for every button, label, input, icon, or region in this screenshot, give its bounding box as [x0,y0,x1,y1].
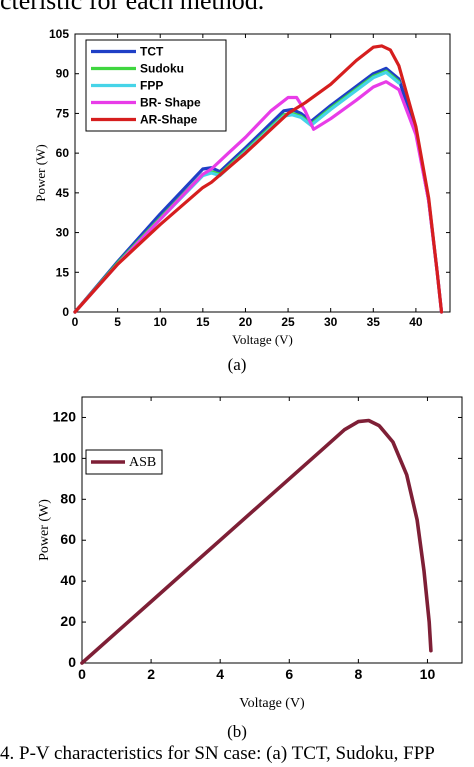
y-tick-label: 0 [68,654,76,670]
y-tick-label: 30 [56,226,70,240]
series-line-br-shape [73,80,444,314]
x-tick-label: 10 [154,315,168,329]
y-tick-label: 120 [53,408,77,424]
x-tick-label: 35 [367,315,381,329]
legend-label: FPP [140,79,163,93]
subfigure-label-b: (b) [227,722,247,741]
legend-label: ASB [129,455,156,470]
chart-a: 0 5 10 15 20 25 30 35 40 0 15 30 45 60 75 90 105 Voltage … [33,27,451,347]
y-tick-label: 100 [53,449,77,465]
x-tick-label: 40 [409,315,423,329]
series-line-ar-shape [73,44,444,314]
y-tick-label: 40 [60,572,76,588]
y-tick-label: 0 [62,305,69,319]
y-tick-label: 90 [56,67,70,81]
legend-label: Sudoku [140,62,184,76]
plot-frame [81,396,463,664]
x-tick-label: 8 [354,666,362,682]
x-tick-label: 25 [281,315,295,329]
x-axis-title: Voltage (V) [239,696,305,711]
x-tick-label: 10 [420,666,436,682]
caption-top-fragment: cteristic for each method. [0,0,265,15]
y-tick-label: 75 [56,106,70,120]
x-tick-label: 0 [72,315,79,329]
y-tick-label: 20 [60,613,76,629]
y-tick-label: 60 [56,146,70,160]
x-tick-label: 5 [114,315,121,329]
legend-label: AR-Shape [140,113,198,127]
y-tick-label: 80 [60,490,76,506]
x-axis-title: Voltage (V) [232,332,293,347]
y-tick-label: 60 [60,531,76,547]
legend-label: TCT [140,45,164,59]
y-axis-title: Power (W) [37,499,52,561]
x-tick-label: 15 [196,315,210,329]
figure-caption: 4. P-V characteristics for SN case: (a) … [0,743,435,764]
y-tick-label: 105 [49,27,69,41]
x-tick-label: 30 [324,315,338,329]
x-tick-label: 20 [239,315,253,329]
x-tick-label: 4 [216,666,224,682]
x-tick-label: 2 [147,666,155,682]
y-axis-title: Power (W) [33,144,48,201]
y-tick-label: 45 [56,186,70,200]
y-tick-label: 15 [56,265,70,279]
x-tick-label: 0 [78,666,86,682]
series-line-asb [80,418,433,665]
subfigure-label-a: (a) [227,355,247,374]
legend-label: BR- Shape [140,96,201,110]
x-tick-label: 6 [285,666,293,682]
